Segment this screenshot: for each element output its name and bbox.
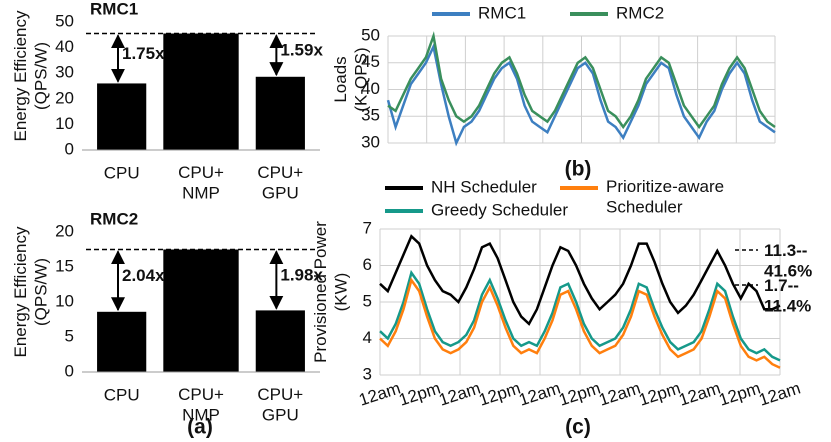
series-line (379, 277, 781, 369)
y-tick-label: 50 (55, 11, 74, 30)
x-tick-label: CPU+ GPU (257, 385, 303, 424)
y-tick-label: 3 (363, 364, 372, 383)
y-tick-label: 20 (55, 221, 74, 240)
bar (97, 311, 147, 372)
chart-title: RMC2 (90, 209, 138, 228)
y-axis-label: Loads(K-QPS) (331, 47, 370, 111)
y-tick-label: 5 (363, 291, 372, 310)
ratio-label: 1.59x (280, 41, 323, 60)
legend-label: Prioritize-aware Scheduler (606, 177, 724, 216)
panel-caption: (c) (565, 416, 591, 439)
series-line (387, 31, 776, 130)
y-tick-label: 15 (55, 256, 74, 275)
x-tick-label: 12am (437, 378, 483, 409)
x-tick-label: 12pm (557, 378, 603, 409)
y-tick-label: 10 (55, 291, 74, 310)
ratio-label: 2.04x (122, 266, 165, 285)
x-tick-label: CPU+ NMP (178, 385, 224, 424)
y-axis-label: Provisioned Power(KW) (311, 221, 350, 363)
ratio-label: 1.98x (280, 265, 323, 284)
legend-label: Greedy Scheduler (431, 200, 568, 219)
x-tick-label: 12am (757, 378, 803, 409)
y-tick-label: 6 (363, 255, 372, 274)
y-tick-label: 45 (361, 52, 380, 71)
series-line (379, 269, 781, 362)
y-tick-label: 30 (361, 132, 380, 151)
series-line (386, 42, 776, 147)
legend-label: RMC2 (616, 3, 664, 22)
y-tick-label: 10 (55, 114, 74, 133)
ratio-label: 1.75x (122, 44, 165, 63)
y-tick-label: 40 (361, 79, 380, 98)
bar (255, 76, 305, 150)
bar (163, 249, 239, 372)
y-tick-label: 7 (363, 218, 372, 237)
bar (163, 33, 239, 150)
bar (97, 83, 147, 150)
panel-caption: (b) (565, 158, 592, 181)
x-tick-label: CPU (104, 385, 140, 404)
x-tick-label: 12pm (637, 378, 683, 409)
y-tick-label: 0 (65, 361, 74, 380)
y-tick-label: 20 (55, 88, 74, 107)
legend-label: RMC1 (478, 3, 526, 22)
y-tick-label: 50 (361, 25, 380, 44)
x-tick-label: CPU+ NMP (178, 163, 224, 202)
y-tick-label: 5 (65, 326, 74, 345)
x-tick-label: 12am (677, 378, 723, 409)
y-tick-label: 0 (65, 139, 74, 158)
series-line (379, 234, 781, 326)
chart-title: RMC1 (90, 0, 138, 18)
x-tick-label: 12pm (717, 378, 763, 409)
bar (255, 310, 305, 372)
y-axis-label: Energy Efficiency(QPS/W) (11, 226, 50, 358)
y-tick-label: 4 (363, 328, 372, 347)
legend-label: NH Scheduler (431, 177, 537, 196)
x-tick-label: 12pm (397, 378, 443, 409)
y-tick-label: 30 (55, 63, 74, 82)
x-tick-label: 12pm (477, 378, 523, 409)
x-tick-label: CPU (104, 163, 140, 182)
annotation-label: 1.7--11.4% (764, 276, 811, 315)
x-tick-label: CPU+ GPU (257, 163, 303, 202)
y-tick-label: 35 (361, 106, 380, 125)
y-axis-label: Energy Efficiency(QPS/W) (11, 10, 50, 142)
y-tick-label: 40 (55, 37, 74, 56)
annotation-label: 11.3--41.6% (764, 241, 812, 280)
x-tick-label: 12am (597, 378, 643, 409)
panel-caption: (a) (187, 416, 213, 439)
x-tick-label: 12am (517, 378, 563, 409)
